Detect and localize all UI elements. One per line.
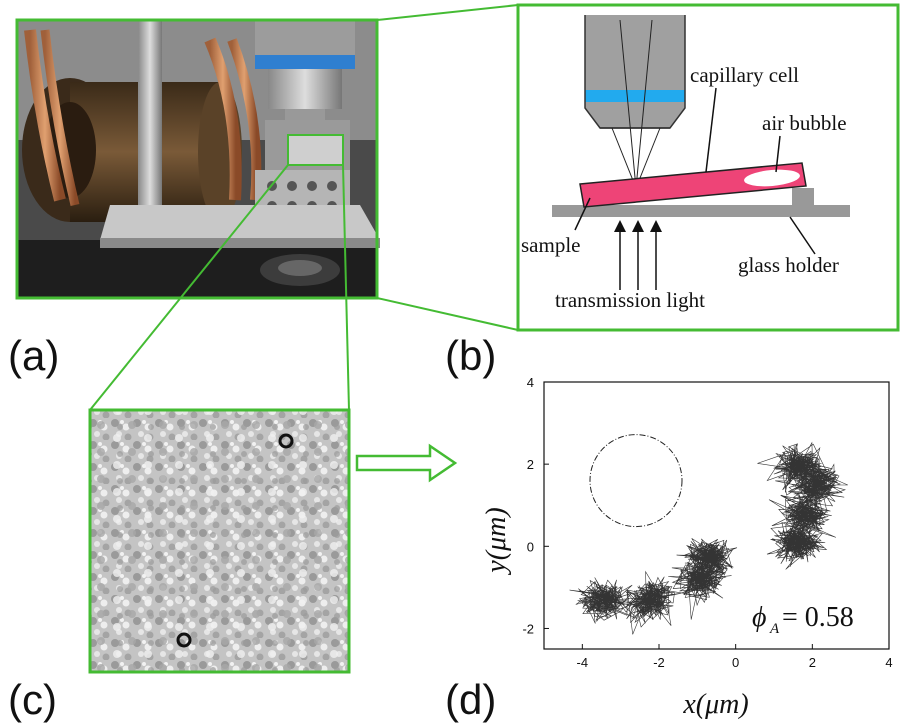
glass-holder — [552, 205, 850, 217]
panel-label-b: (b) — [445, 332, 496, 379]
axis-ticks: -4 -2 0 2 4 -2 0 2 4 — [522, 375, 892, 670]
panel-label-c: (c) — [8, 676, 57, 723]
panel-label-a: (a) — [8, 332, 59, 379]
panel-a-photo — [15, 18, 380, 300]
connector-a-c-right — [342, 164, 350, 411]
light-arrows — [619, 230, 657, 290]
x-tick-label: 2 — [809, 655, 816, 670]
x-tick-label: -4 — [577, 655, 589, 670]
label-air-bubble: air bubble — [762, 111, 847, 135]
connector-a-b-bottom — [376, 297, 519, 331]
capillary-cell — [579, 162, 807, 208]
air-bubble-icon — [744, 169, 800, 187]
reference-circle — [589, 434, 683, 528]
arrow-up-icon — [614, 220, 626, 232]
trajectory-1 — [569, 538, 738, 635]
tracer-particle — [176, 632, 192, 648]
trajectory-2 — [757, 441, 848, 570]
y-tick-label: 2 — [527, 457, 534, 472]
phi-subscript: A — [769, 621, 780, 637]
tracer-particle — [278, 433, 294, 449]
panel-label-d: (d) — [445, 676, 496, 723]
label-glass-holder: glass holder — [738, 253, 839, 277]
trajectories — [569, 441, 848, 635]
arrow-up-icon — [632, 220, 644, 232]
x-tick-label: 0 — [732, 655, 739, 670]
panel-c-micrograph — [88, 408, 351, 674]
y-tick-label: -2 — [522, 621, 534, 636]
panel-d-plot: -4 -2 0 2 4 -2 0 2 4 y(μm) x(μm) ϕ A = 0.58 — [481, 375, 893, 720]
label-transmission-light: transmission light — [555, 288, 705, 312]
x-tick-label: -2 — [653, 655, 665, 670]
connector-a-b-top — [376, 4, 519, 21]
connector-a-c-left — [89, 164, 289, 411]
arrow-up-icon — [650, 220, 662, 232]
label-sample: sample — [521, 233, 580, 257]
y-axis-label: y(μm) — [481, 507, 512, 575]
x-tick-label: 4 — [885, 655, 892, 670]
y-tick-label: 0 — [527, 539, 534, 554]
label-capillary-cell: capillary cell — [690, 63, 799, 87]
phi-symbol: ϕ — [752, 602, 767, 633]
arrow-right-icon — [355, 443, 458, 483]
phi-value: = 0.58 — [782, 602, 854, 633]
panel-b-schematic: capillary cell air bubble sample glass h… — [516, 3, 900, 332]
y-tick-label: 4 — [527, 375, 534, 390]
x-axis-label: x(μm) — [682, 689, 748, 720]
objective-icon — [585, 15, 685, 90]
